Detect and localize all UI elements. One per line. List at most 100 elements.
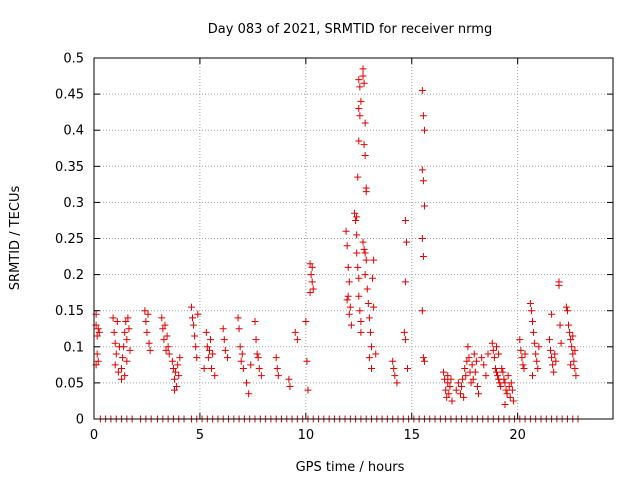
data-point — [245, 390, 253, 398]
data-point — [467, 379, 475, 387]
data-point — [355, 292, 363, 300]
data-point — [251, 318, 259, 326]
data-point — [572, 372, 580, 380]
data-point — [221, 346, 229, 354]
y-tick-label: 0.15 — [55, 304, 84, 319]
data-point — [141, 307, 149, 315]
data-point — [353, 213, 361, 221]
data-point — [113, 318, 121, 326]
data-point — [360, 79, 368, 87]
data-point — [368, 343, 376, 351]
data-point — [236, 343, 244, 351]
data-point — [121, 372, 129, 380]
data-point — [448, 397, 456, 405]
data-point — [219, 325, 227, 333]
x-tick-label: 5 — [196, 428, 204, 443]
data-point — [173, 383, 181, 391]
data-point — [552, 357, 560, 365]
data-point — [368, 364, 376, 372]
data-point — [444, 372, 452, 380]
data-point — [160, 336, 168, 344]
data-point — [194, 310, 202, 318]
data-point — [254, 354, 262, 362]
data-point — [306, 260, 314, 268]
data-point — [571, 346, 579, 354]
data-point — [237, 357, 245, 365]
data-point — [517, 346, 525, 354]
data-point — [359, 65, 367, 73]
data-point — [470, 350, 478, 358]
data-point — [480, 361, 488, 369]
data-point — [419, 253, 427, 261]
data-point — [490, 354, 498, 362]
data-point — [401, 216, 409, 224]
data-point — [570, 357, 578, 365]
data-point — [247, 361, 255, 369]
data-point — [95, 328, 103, 336]
data-point — [302, 318, 310, 326]
data-point — [402, 238, 410, 246]
data-point — [568, 343, 576, 351]
data-point — [551, 350, 559, 358]
data-point — [118, 375, 126, 383]
data-point — [162, 346, 170, 354]
data-point — [112, 350, 120, 358]
data-point — [567, 336, 575, 344]
data-point — [494, 372, 502, 380]
data-point — [452, 386, 460, 394]
data-point — [343, 242, 351, 250]
data-point — [458, 383, 466, 391]
data-point — [353, 249, 361, 257]
data-point — [389, 357, 397, 365]
chart-title: Day 083 of 2021, SRMTID for receiver nrm… — [208, 22, 492, 37]
data-point — [352, 216, 360, 224]
data-point — [504, 372, 512, 380]
data-point — [404, 364, 412, 372]
data-point — [170, 386, 178, 394]
data-point — [471, 368, 479, 376]
data-point — [446, 383, 454, 391]
data-point — [372, 350, 380, 358]
data-point — [203, 343, 211, 351]
data-point — [571, 364, 579, 372]
axis-ticks: 0 0.05 0.1 0.15 0.2 0.25 0.3 0.35 0.4 0.45 0.5 0 5 10… — [55, 52, 613, 443]
data-point — [114, 368, 122, 376]
data-point — [207, 336, 215, 344]
y-tick-label: 0.4 — [63, 124, 84, 139]
data-point — [502, 386, 510, 394]
data-point — [456, 390, 464, 398]
data-point — [121, 328, 129, 336]
data-point — [501, 401, 509, 409]
data-point — [447, 375, 455, 383]
y-tick-label: 0.35 — [55, 160, 84, 175]
data-point — [363, 285, 371, 293]
data-point — [498, 364, 506, 372]
data-point — [175, 372, 183, 380]
data-point — [555, 281, 563, 289]
data-point — [355, 137, 363, 145]
data-point — [563, 307, 571, 315]
data-point — [94, 325, 102, 333]
data-point — [361, 151, 369, 159]
data-point — [187, 303, 195, 311]
data-point — [360, 245, 368, 253]
data-point — [168, 357, 176, 365]
data-point — [308, 263, 316, 271]
data-point — [94, 357, 102, 365]
data-point — [418, 307, 426, 315]
data-point — [529, 372, 537, 380]
y-axis-label: SRMTID / TECUs — [8, 186, 23, 291]
y-tick-label: 0.1 — [63, 340, 84, 355]
data-point — [418, 235, 426, 242]
data-point — [272, 354, 280, 362]
data-point — [122, 318, 130, 326]
data-point — [454, 379, 462, 387]
data-point — [145, 339, 153, 347]
data-point — [291, 328, 299, 336]
data-point — [356, 83, 364, 91]
data-point — [418, 86, 426, 94]
data-point — [506, 393, 514, 401]
data-point — [110, 328, 118, 336]
data-point — [549, 361, 557, 369]
data-point — [205, 346, 213, 354]
